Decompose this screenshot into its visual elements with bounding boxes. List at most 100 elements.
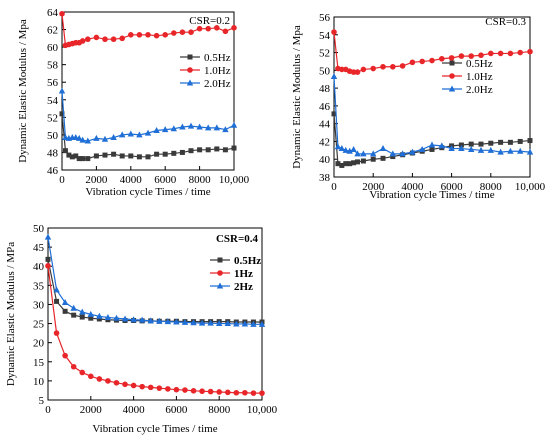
- data-point: [468, 141, 474, 147]
- x-tick-label: 0: [59, 174, 65, 186]
- data-point: [70, 363, 77, 370]
- legend-label: 2.0Hz: [466, 84, 493, 96]
- data-point: [121, 315, 129, 322]
- data-point: [458, 145, 465, 152]
- data-point: [355, 159, 361, 165]
- legend-label: 1.0Hz: [204, 65, 231, 77]
- data-point: [224, 320, 231, 327]
- series-2-0hz: [330, 73, 534, 157]
- csr-annotation: CSR=0.2: [189, 15, 230, 27]
- legend-entry: 1Hz: [210, 268, 253, 280]
- y-tick-label: 58: [47, 60, 59, 72]
- data-point: [331, 29, 337, 35]
- data-point: [350, 69, 357, 75]
- y-tick-label: 5: [39, 395, 45, 407]
- legend-label: 2Hz: [234, 281, 253, 293]
- data-point: [130, 316, 137, 323]
- data-point: [259, 390, 265, 396]
- series-1-0hz: [331, 29, 533, 75]
- data-point: [145, 32, 151, 38]
- data-point: [448, 145, 455, 152]
- data-point: [360, 66, 367, 73]
- x-tick-label: 8000: [480, 181, 503, 193]
- data-point: [390, 63, 396, 70]
- data-point: [105, 378, 111, 384]
- data-point: [128, 153, 134, 159]
- data-point: [79, 308, 86, 315]
- x-tick-label: 0: [331, 181, 337, 193]
- data-point: [409, 59, 416, 66]
- data-point: [527, 48, 533, 55]
- data-point: [156, 317, 163, 324]
- data-point: [331, 111, 337, 117]
- data-point: [233, 320, 240, 327]
- data-point: [87, 310, 94, 317]
- legend-entry: 0.5Hz: [442, 58, 493, 70]
- data-point: [53, 286, 60, 293]
- data-point: [173, 386, 180, 393]
- y-tick-label: 56: [319, 12, 331, 24]
- chart-panel-csr-0-4: 0 2000 4000 6000 8000 10,000 5 10 15 20 25 30 35 40 45…: [5, 223, 278, 435]
- data-point: [250, 320, 257, 327]
- x-tick-label: 4000: [123, 404, 146, 416]
- data-point: [144, 129, 152, 136]
- x-tick-label: 2000: [362, 181, 385, 193]
- data-point: [478, 52, 484, 59]
- data-point: [145, 154, 151, 160]
- data-point: [88, 373, 94, 380]
- legend-entry: 2Hz: [210, 281, 253, 293]
- y-tick-label: 44: [319, 119, 331, 131]
- data-point: [153, 32, 160, 39]
- data-point: [354, 150, 361, 157]
- legend-entry: 2.0Hz: [442, 84, 493, 96]
- data-point: [171, 150, 177, 156]
- y-tick-label: 30: [33, 299, 45, 311]
- data-point: [113, 380, 120, 386]
- data-point: [101, 135, 109, 142]
- legend-label: 0.5Hz: [234, 255, 261, 267]
- data-point: [330, 73, 338, 80]
- data-point: [380, 63, 386, 70]
- data-point: [188, 148, 194, 154]
- data-point: [79, 136, 86, 143]
- data-point: [59, 10, 65, 17]
- x-axis-label: Vibration cycle Times / time: [369, 189, 494, 201]
- legend-marker: [449, 73, 455, 79]
- x-tick-label: 10,000: [515, 181, 546, 193]
- data-point: [199, 388, 205, 395]
- data-point: [527, 138, 533, 144]
- legend-marker: [449, 60, 455, 66]
- series-1-0hz: [59, 10, 237, 49]
- data-point: [342, 146, 349, 153]
- data-point: [222, 126, 229, 133]
- data-point: [497, 50, 504, 57]
- plot-frame: [333, 16, 531, 178]
- data-point: [241, 320, 249, 327]
- data-point: [242, 389, 248, 396]
- data-point: [390, 154, 396, 160]
- data-point: [380, 155, 386, 161]
- data-point: [213, 124, 220, 131]
- data-point: [110, 36, 117, 43]
- y-tick-label: 45: [33, 242, 45, 254]
- data-point: [156, 385, 163, 391]
- data-point: [370, 65, 377, 72]
- data-point: [66, 152, 72, 158]
- data-point: [79, 38, 86, 44]
- y-tick-label: 64: [47, 7, 59, 19]
- legend-marker: [187, 54, 193, 60]
- data-point: [419, 58, 426, 65]
- data-point: [190, 319, 197, 326]
- data-point: [458, 142, 464, 148]
- data-point: [354, 69, 361, 75]
- data-point: [399, 150, 406, 157]
- data-point: [182, 387, 188, 393]
- data-point: [79, 369, 86, 376]
- x-tick-label: 6000: [154, 174, 177, 186]
- data-point: [76, 156, 82, 162]
- data-point: [147, 384, 154, 391]
- data-point: [76, 134, 83, 141]
- data-point: [230, 121, 238, 128]
- legend-marker: [187, 67, 193, 73]
